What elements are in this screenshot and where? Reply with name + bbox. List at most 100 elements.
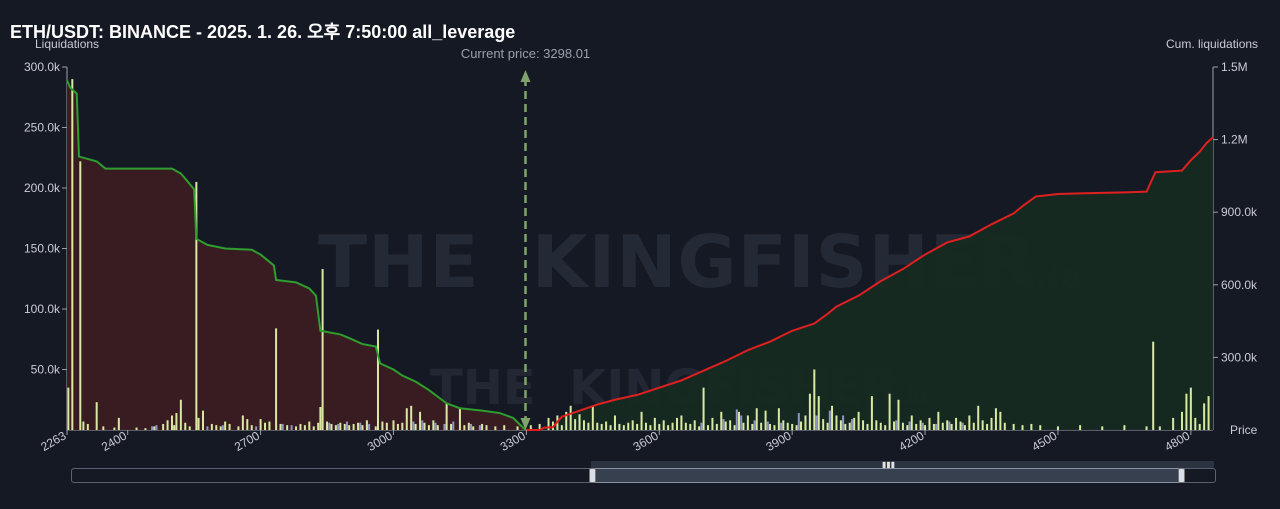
liquidation-bar	[405, 408, 408, 430]
liquidation-bar	[897, 399, 900, 430]
liquidation-bar	[662, 420, 665, 430]
liquidation-bar	[348, 425, 351, 430]
liquidation-bar	[928, 417, 931, 430]
liquidation-bar	[574, 419, 577, 430]
liquidation-bar	[268, 421, 271, 430]
liquidation-bar	[591, 405, 594, 430]
liquidation-bar	[197, 417, 200, 430]
liquidation-bar	[365, 420, 368, 430]
liquidation-bar	[1207, 396, 1210, 430]
liquidation-bar	[622, 425, 625, 430]
scroll-window[interactable]	[591, 468, 1181, 483]
liquidation-bar	[560, 425, 563, 430]
liquidation-bar	[516, 426, 519, 430]
liquidation-bar	[467, 422, 470, 430]
liquidation-bar-alt	[895, 420, 898, 430]
liquidation-bar	[184, 422, 187, 430]
liquidation-bar	[653, 417, 656, 430]
liquidation-bar	[166, 420, 169, 430]
liquidation-bar	[334, 425, 337, 430]
y-left-tick-label: 300.0k	[24, 60, 61, 74]
liquidation-bar	[919, 420, 922, 430]
liquidation-bar	[791, 423, 794, 430]
liquidation-bar	[959, 421, 962, 430]
liquidation-bar-alt	[921, 422, 924, 430]
liquidation-bar	[649, 425, 652, 430]
liquidation-bar	[675, 417, 678, 430]
liquidation-bar	[835, 415, 838, 430]
scroll-right-handle[interactable]	[1178, 468, 1185, 483]
liquidation-bar	[381, 421, 384, 430]
liquidation-bar	[117, 417, 120, 430]
liquidation-bar	[857, 411, 860, 430]
liquidation-bar	[901, 422, 904, 430]
liquidation-bar-alt	[337, 423, 340, 430]
liquidation-bar	[866, 423, 869, 430]
liquidation-bar	[565, 411, 568, 430]
liquidation-bar	[1180, 411, 1183, 430]
liquidation-bar	[201, 410, 204, 430]
liquidation-bar	[813, 369, 816, 430]
liquidation-bar	[410, 405, 413, 430]
liquidation-bar-alt	[412, 421, 415, 430]
y-left-tick-label: 150.0k	[24, 242, 61, 256]
liquidation-bar	[1101, 426, 1104, 430]
liquidation-bar	[822, 419, 825, 430]
liquidation-bar	[746, 415, 749, 430]
left-axis-label: Liquidations	[35, 37, 100, 51]
liquidation-bar	[529, 425, 532, 430]
liquidation-bar	[173, 425, 176, 430]
y-right-tick-label: 300.0k	[1221, 350, 1258, 364]
x-tick-label: 3600	[631, 428, 661, 454]
liquidation-bar	[1030, 423, 1033, 430]
liquidation-bar	[485, 425, 488, 430]
liquidation-bar	[724, 421, 727, 430]
liquidation-bar	[427, 425, 430, 430]
liquidation-bar	[764, 410, 767, 430]
liquidation-bar	[303, 425, 306, 430]
liquidation-bar	[481, 423, 484, 430]
liquidation-bar	[312, 426, 315, 430]
liquidation-bar	[977, 405, 980, 430]
liquidation-bar	[210, 423, 213, 430]
liquidation-bar	[782, 420, 785, 430]
liquidation-bar	[906, 425, 909, 430]
y-right-tick-label: 1.2M	[1221, 133, 1248, 147]
liquidation-bar	[689, 423, 692, 430]
liquidation-bar	[1152, 341, 1155, 430]
liquidation-bar	[1198, 423, 1201, 430]
grip-icon[interactable]: ▮▮▮	[882, 460, 896, 469]
liquidation-bar	[631, 420, 634, 430]
liquidation-bar	[113, 427, 116, 430]
liquidation-bar	[773, 425, 776, 430]
liquidation-bar-alt	[255, 426, 258, 430]
liquidation-bar-alt	[948, 421, 951, 430]
liquidation-bar	[910, 415, 913, 430]
liquidation-bar	[1145, 426, 1148, 430]
scroll-left-handle[interactable]	[589, 468, 596, 483]
long-cumulative-line	[525, 136, 1214, 431]
liquidation-bar	[769, 423, 772, 430]
liquidation-bar	[343, 423, 346, 430]
x-tick-label: 2700	[232, 428, 262, 454]
liquidation-bar	[319, 407, 322, 430]
liquidation-bar	[436, 425, 439, 430]
scroll-range-bar[interactable]	[591, 461, 1214, 468]
liquidation-bar-alt	[359, 422, 362, 430]
liquidation-bar	[246, 419, 249, 430]
liquidation-bar	[693, 420, 696, 430]
liquidation-bar	[636, 423, 639, 430]
liquidation-bar	[463, 425, 466, 430]
liquidation-bar	[1203, 403, 1206, 430]
liquidation-bar	[946, 420, 949, 430]
liquidation-bar	[279, 423, 282, 430]
liquidation-bar	[596, 422, 599, 430]
liquidation-bar-alt	[421, 420, 424, 430]
liquidation-bar	[188, 426, 191, 430]
liquidation-bar-alt	[151, 426, 154, 430]
liquidation-bar	[361, 425, 364, 430]
liquidation-bar-alt	[842, 415, 845, 430]
liquidation-bar	[1158, 426, 1161, 430]
liquidation-bar-alt	[155, 425, 158, 430]
